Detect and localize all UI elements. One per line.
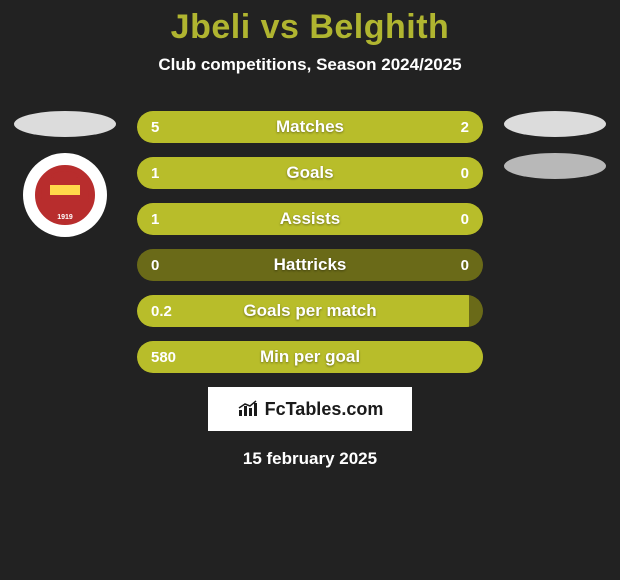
stat-bar-left-value: 5 (151, 111, 159, 143)
club-shield-icon (50, 177, 80, 213)
page-title: Jbeli vs Belghith (0, 0, 620, 47)
stat-bar-label: Min per goal (137, 341, 483, 373)
stat-bar-row: Min per goal580 (137, 341, 483, 373)
stat-bar-label: Goals (137, 157, 483, 189)
content-area: 1919 Matches52Goals10Assists10Hattricks0… (0, 111, 620, 373)
stat-bar-row: Matches5 2 (137, 111, 483, 143)
left-club-badge: 1919 (23, 153, 107, 237)
club-badge-ring: 1919 (35, 165, 95, 225)
club-year-label: 1919 (57, 214, 73, 221)
page-subtitle: Club competitions, Season 2024/2025 (0, 55, 620, 75)
stats-comparison-card: Jbeli vs Belghith Club competitions, Sea… (0, 0, 620, 580)
right-player-column (500, 111, 610, 195)
stat-bar-right-value: 0 (461, 203, 469, 235)
stat-bar-label: Goals per match (137, 295, 483, 327)
stat-bar-left-value: 0.2 (151, 295, 172, 327)
left-player-column: 1919 (10, 111, 120, 237)
left-player-silhouette (14, 111, 116, 137)
stat-bar-row: Hattricks0 0 (137, 249, 483, 281)
stat-bar-label: Assists (137, 203, 483, 235)
stat-bar-label: Hattricks (137, 249, 483, 281)
source-badge-text: FcTables.com (265, 399, 384, 420)
stat-bar-left-value: 1 (151, 203, 159, 235)
source-badge: FcTables.com (208, 387, 412, 431)
stat-bar-left-value: 1 (151, 157, 159, 189)
stat-bar-label: Matches (137, 111, 483, 143)
stat-bar-row: Assists1 0 (137, 203, 483, 235)
stat-bar-row: Goals1 0 (137, 157, 483, 189)
right-club-placeholder (504, 153, 606, 179)
right-player-silhouette (504, 111, 606, 137)
date-label: 15 february 2025 (0, 449, 620, 469)
club-shield-stripe (50, 185, 80, 195)
stat-bars-container: Matches52Goals10Assists10Hattricks00Goal… (137, 111, 483, 373)
stat-bar-right-value: 0 (461, 249, 469, 281)
stat-bar-row: Goals per match0.2 (137, 295, 483, 327)
chart-icon (237, 400, 259, 418)
stat-bar-left-value: 0 (151, 249, 159, 281)
stat-bar-right-value: 2 (461, 111, 469, 143)
stat-bar-left-value: 580 (151, 341, 176, 373)
stat-bar-right-value: 0 (461, 157, 469, 189)
